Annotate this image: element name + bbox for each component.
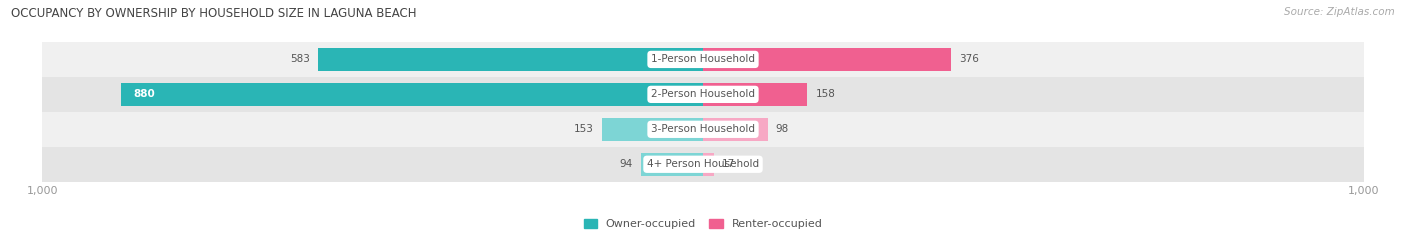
Bar: [42, 112, 1364, 147]
Text: 376: 376: [959, 55, 979, 64]
Text: 153: 153: [574, 124, 593, 134]
Text: Source: ZipAtlas.com: Source: ZipAtlas.com: [1284, 7, 1395, 17]
Text: 2-Person Household: 2-Person Household: [651, 89, 755, 99]
Bar: [703, 118, 768, 141]
Bar: [703, 83, 807, 106]
Legend: Owner-occupied, Renter-occupied: Owner-occupied, Renter-occupied: [583, 219, 823, 229]
Text: 4+ Person Household: 4+ Person Household: [647, 159, 759, 169]
Bar: [42, 42, 1364, 77]
Text: OCCUPANCY BY OWNERSHIP BY HOUSEHOLD SIZE IN LAGUNA BEACH: OCCUPANCY BY OWNERSHIP BY HOUSEHOLD SIZE…: [11, 7, 416, 20]
Text: 94: 94: [620, 159, 633, 169]
Text: 3-Person Household: 3-Person Household: [651, 124, 755, 134]
Text: 1-Person Household: 1-Person Household: [651, 55, 755, 64]
Text: 98: 98: [776, 124, 789, 134]
Text: 880: 880: [134, 89, 155, 99]
Bar: [641, 153, 703, 176]
Text: 158: 158: [815, 89, 835, 99]
Text: 583: 583: [290, 55, 309, 64]
Bar: [42, 77, 1364, 112]
Bar: [121, 83, 703, 106]
Bar: [42, 147, 1364, 182]
Bar: [602, 118, 703, 141]
Bar: [703, 153, 714, 176]
Text: 17: 17: [723, 159, 735, 169]
Bar: [703, 48, 952, 71]
Bar: [318, 48, 703, 71]
